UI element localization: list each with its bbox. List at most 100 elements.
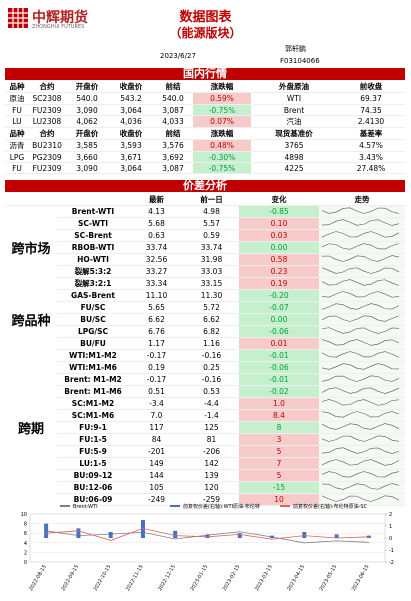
cell: 3,064: [109, 104, 153, 116]
cell: 3765: [251, 139, 337, 152]
header-cell: 外盘原油: [251, 81, 337, 93]
sparkline-path: [321, 495, 400, 502]
spread-table: 最新 前一日 变化 走势 跨市场 Brent-WTI 4.13 4.98 -0.85 SC-WTI…: [5, 194, 405, 506]
cell: 6.62: [184, 313, 239, 326]
author: 郭轩鹏: [285, 45, 306, 53]
cell: 7.0: [129, 409, 184, 422]
sparkline: [321, 351, 400, 358]
cell: 142: [184, 457, 239, 470]
header-cell: 收盘价: [109, 81, 153, 93]
cell: 69.37: [337, 92, 405, 105]
row: SC:M1-M6 7.0 -1.4 8.4: [5, 409, 405, 422]
cell: -0.17: [129, 373, 184, 386]
group-label: 跨期: [17, 422, 44, 437]
cell: 0.07%: [193, 115, 251, 128]
header-cell: 涨跌幅: [193, 127, 251, 140]
cell: 3,090: [65, 104, 109, 116]
bar: [366, 535, 371, 538]
header-cell: 品种: [5, 81, 29, 93]
cell: 0.63: [129, 229, 184, 242]
header-cell: 涨跌幅: [193, 81, 251, 93]
sparkline: [321, 387, 400, 394]
cell: 5.57: [184, 217, 239, 230]
row: SC-Brent 0.63 0.59 0.03: [5, 229, 405, 242]
cell: GAS-Brent: [57, 289, 129, 302]
trend-cell: [319, 421, 405, 434]
cell: -0.20: [239, 289, 319, 302]
x-tick-label: 2023-04-15: [286, 564, 306, 592]
cell: 0.25: [184, 361, 239, 374]
row: LPG/SC 6.76 6.82 -0.06: [5, 325, 405, 338]
trend-cell: [319, 481, 405, 494]
sparkline-path: [321, 387, 400, 394]
x-tick-label: 2023-02-15: [222, 564, 242, 592]
cell: 125: [184, 421, 239, 434]
cell: LPG: [5, 151, 29, 163]
trend-cell: [319, 253, 405, 266]
header-cell: 前一日: [184, 194, 239, 206]
cell: FU/SC: [57, 301, 129, 314]
sparkline-path: [321, 279, 400, 286]
cell: 3,671: [109, 151, 153, 163]
legend-label: 前复权价差(右轴):WTI原油-布伦特: [183, 503, 260, 510]
cell: SC:M1-M2: [57, 397, 129, 410]
cell: -201: [129, 445, 184, 458]
x-tick-label: 2022-08-15: [28, 564, 48, 592]
cell: 0.58: [239, 253, 319, 266]
cell: WTI:M1-M6: [57, 361, 129, 374]
bar: [108, 532, 113, 538]
x-tick-label: 2022-12-15: [157, 564, 177, 592]
y-tick-label: 4: [24, 541, 27, 547]
cell: SC:M1-M6: [57, 409, 129, 422]
sparkline-path: [321, 351, 400, 358]
cell: 105: [129, 481, 184, 494]
cell: 8.4: [239, 409, 319, 422]
cell: -0.16: [184, 349, 239, 362]
row: 裂解5:3:2 33.27 33.03 0.23: [5, 265, 405, 278]
sparkline: [321, 219, 400, 226]
sparkline-path: [321, 375, 400, 382]
cell: -0.75%: [193, 162, 251, 174]
row: WTI:M1-M6 0.19 0.25 -0.06: [5, 361, 405, 374]
cell: 3,087: [153, 162, 193, 174]
sparkline: [321, 267, 400, 274]
cell: 0.00: [239, 313, 319, 326]
cell: WTI: [251, 92, 337, 105]
y-tick-label: 6: [24, 531, 27, 537]
cell: 0.00: [239, 241, 319, 254]
cell: BU:06-09: [57, 493, 129, 506]
row: 裂解3:2:1 33.34 33.15 0.19: [5, 277, 405, 290]
cell: FU:1-5: [57, 433, 129, 446]
cell: 3.43%: [337, 151, 405, 163]
sparkline: [321, 279, 400, 286]
cell: -0.06: [239, 325, 319, 338]
row: FU/SC 5.65 5.72 -0.07: [5, 301, 405, 314]
cell: 汽油: [251, 115, 337, 128]
header-cell: 变化: [239, 194, 319, 206]
cell: 149: [129, 457, 184, 470]
blank: [5, 194, 129, 206]
sparkline: [321, 423, 400, 430]
x-tick-label: 2022-10-15: [93, 564, 113, 592]
cell: -0.07: [239, 301, 319, 314]
cell: 144: [129, 469, 184, 482]
sparkline: [321, 363, 400, 370]
y-tick-label: 0: [24, 560, 27, 566]
group-label: 跨品种: [11, 314, 51, 329]
sparkline: [321, 303, 400, 310]
header-cell: 前结: [153, 127, 193, 140]
chart: 0 2 4 6 8 10 -2 -1 0 1 2 2022-08-15 2022-09-15 2022-1…: [21, 503, 394, 592]
bar: [334, 534, 339, 538]
cell: Brent: M1-M6: [57, 385, 129, 398]
logo-icon: [8, 8, 28, 28]
row: 沥青 BU2310 3,585 3,593 3,576 0.48% 3765 4.57%: [5, 139, 405, 152]
cell: 0.10: [239, 217, 319, 230]
x-tick-label: 2023-01-15: [190, 564, 210, 592]
cell: Brent: M1-M2: [57, 373, 129, 386]
trend-cell: [319, 205, 405, 218]
cell: BU:09-12: [57, 469, 129, 482]
cell: 139: [184, 469, 239, 482]
row: BU/SC 6.62 6.62 0.00: [5, 313, 405, 326]
cell: -206: [184, 445, 239, 458]
